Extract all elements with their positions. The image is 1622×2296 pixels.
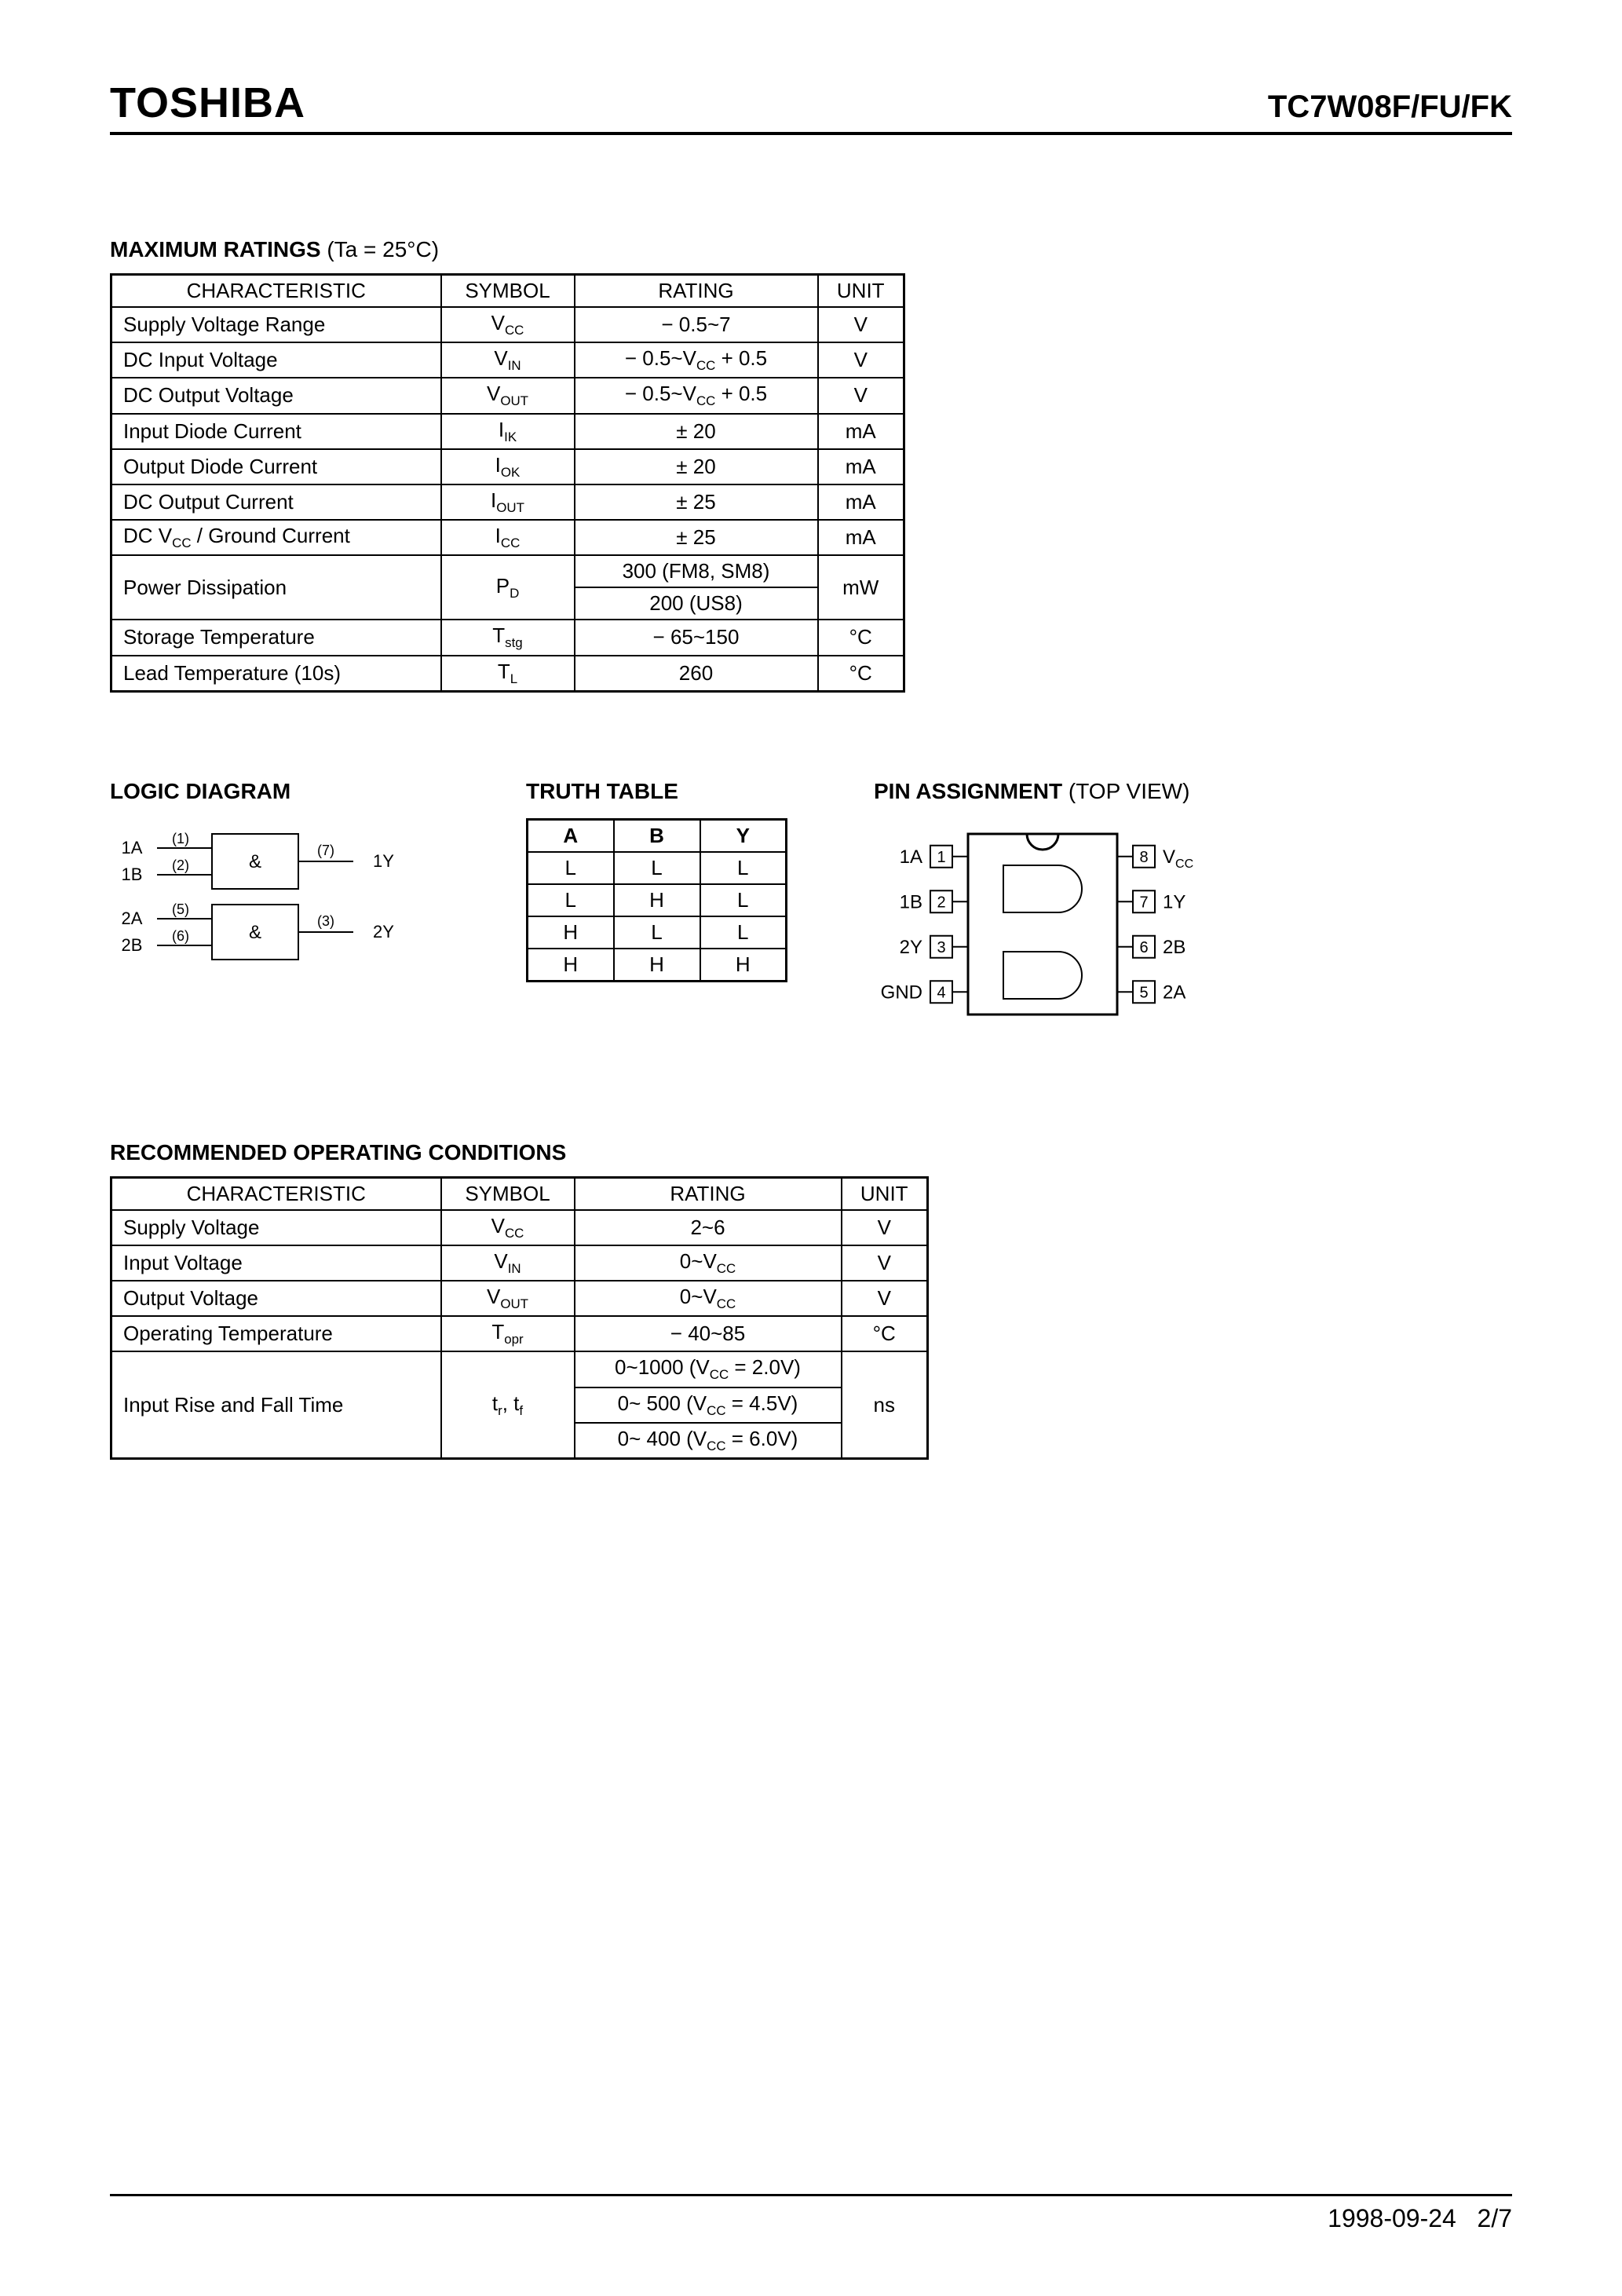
svg-text:7: 7 [1139,894,1148,911]
svg-text:(5): (5) [172,901,189,917]
svg-text:&: & [249,922,261,943]
title-condition: (Ta = 25°C) [327,237,439,261]
svg-text:(3): (3) [317,913,334,929]
footer-date: 1998-09-24 [1328,2204,1456,2232]
svg-text:4: 4 [937,984,945,1001]
svg-text:3: 3 [937,938,945,956]
svg-text:5: 5 [1139,984,1148,1001]
svg-text:(7): (7) [317,843,334,858]
truth-table-section: TRUTH TABLE ABYLLLLHLHLLHHH [526,779,787,982]
page-header: TOSHIBA TC7W08F/FU/FK [110,79,1512,135]
logic-diagram: & 1A (1) 1B (2) (7) 1Y & 2A (5) 2B (6) (3) 2Y [110,818,408,975]
pin-title-note: (TOP VIEW) [1069,779,1190,803]
svg-text:2A: 2A [1163,982,1185,1003]
page-footer: 1998-09-24 2/7 [110,2194,1512,2233]
svg-text:1Y: 1Y [373,851,394,871]
svg-text:(1): (1) [172,831,189,846]
svg-text:(6): (6) [172,928,189,944]
pin-title-text: PIN ASSIGNMENT [874,779,1062,803]
max-ratings-table: CHARACTERISTICSYMBOLRATINGUNITSupply Vol… [110,273,905,693]
svg-text:2Y: 2Y [900,936,922,957]
max-ratings-title: MAXIMUM RATINGS (Ta = 25°C) [110,237,1512,262]
svg-text:1A: 1A [900,846,922,867]
title-text: MAXIMUM RATINGS [110,237,321,261]
rec-op-table: CHARACTERISTICSYMBOLRATINGUNITSupply Vol… [110,1176,929,1460]
svg-text:2: 2 [937,894,945,911]
svg-text:2Y: 2Y [373,922,394,941]
truth-table-title: TRUTH TABLE [526,779,787,804]
pin-assignment-diagram: 1 1A 2 1B 3 2Y 4 GND 8 VCC 7 1Y 6 2B 5 2A [874,818,1211,1038]
brand-logo: TOSHIBA [110,79,305,127]
svg-text:(2): (2) [172,857,189,873]
logic-diagram-section: LOGIC DIAGRAM & 1A (1) 1B (2) (7) 1Y & 2A (5) 2B (6… [110,779,440,975]
svg-text:VCC: VCC [1163,846,1193,870]
svg-text:2A: 2A [122,909,143,928]
truth-table: ABYLLLLHLHLLHHH [526,818,787,982]
part-number: TC7W08F/FU/FK [1268,90,1512,125]
logic-diagram-title: LOGIC DIAGRAM [110,779,440,804]
svg-text:1: 1 [937,848,945,865]
footer-page: 2/7 [1478,2204,1512,2232]
svg-text:1B: 1B [900,891,922,912]
pin-assignment-section: PIN ASSIGNMENT (TOP VIEW) 1 1A 2 1B 3 2Y 4 GND 8… [874,779,1251,1038]
svg-text:2B: 2B [122,935,143,955]
svg-text:6: 6 [1139,938,1148,956]
svg-text:1A: 1A [122,838,143,857]
rec-op-title: RECOMMENDED OPERATING CONDITIONS [110,1140,1512,1165]
pin-assignment-title: PIN ASSIGNMENT (TOP VIEW) [874,779,1251,804]
svg-text:1Y: 1Y [1163,891,1185,912]
svg-text:GND: GND [881,982,922,1003]
svg-text:1B: 1B [122,865,143,884]
svg-text:8: 8 [1139,848,1148,865]
svg-text:2B: 2B [1163,936,1185,957]
svg-text:&: & [249,851,261,872]
